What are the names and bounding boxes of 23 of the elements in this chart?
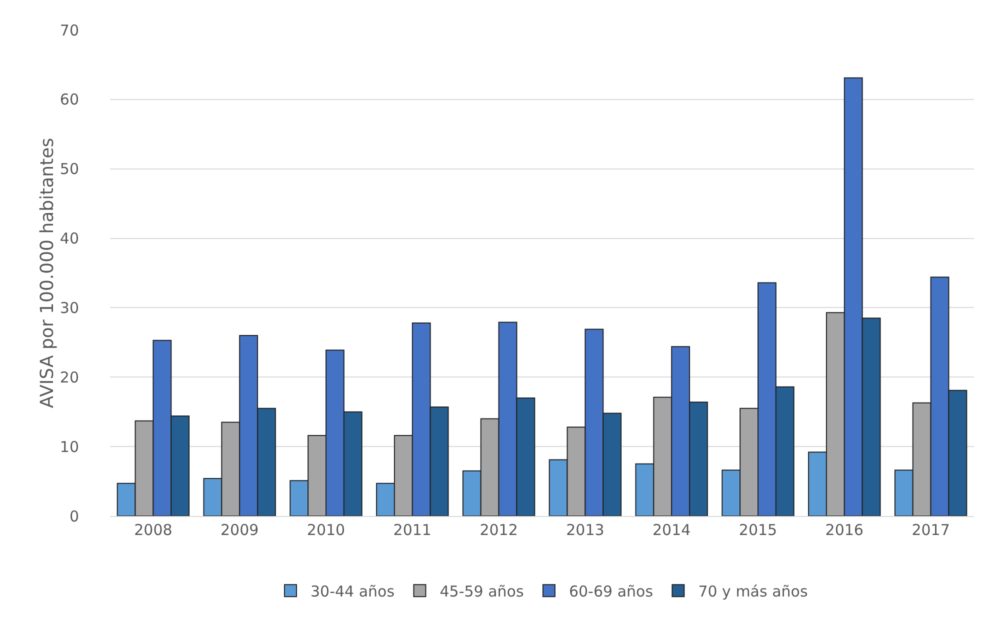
- x-tick-label: 2008: [134, 521, 172, 539]
- y-axis-title: AVISA por 100.000 habitantes: [36, 138, 58, 408]
- legend-label: 70 y más años: [698, 582, 808, 600]
- y-tick-label: 30: [60, 298, 79, 317]
- legend-label: 30-44 años: [310, 582, 395, 600]
- x-tick-label: 2016: [825, 521, 864, 539]
- x-tick-label: 2013: [566, 521, 604, 539]
- y-tick-label: 0: [69, 507, 79, 526]
- x-tick-label: 2017: [912, 521, 950, 539]
- y-tick-label: 70: [60, 21, 79, 40]
- y-tick-label: 60: [60, 90, 79, 109]
- x-tick-label: 2011: [393, 521, 432, 539]
- y-tick-label: 10: [60, 438, 79, 456]
- y-tick-label: 50: [60, 160, 79, 178]
- y-tick-label: 20: [60, 368, 79, 386]
- x-tick-label: 2012: [480, 521, 518, 539]
- x-tick-label: 2010: [306, 521, 346, 539]
- x-tick-label: 2009: [220, 521, 259, 539]
- x-tick-label: 2015: [738, 521, 778, 539]
- legend-label: 45-59 años: [440, 582, 524, 600]
- legend-label: 60-69 años: [568, 582, 654, 600]
- y-tick-label: 40: [60, 230, 79, 248]
- x-tick-label: 2014: [652, 521, 691, 539]
